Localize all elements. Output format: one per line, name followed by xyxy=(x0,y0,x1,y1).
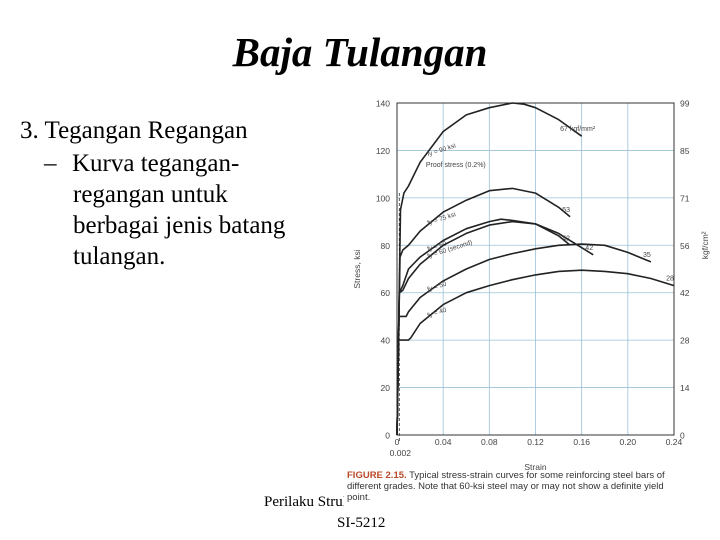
series-end-label: 42 xyxy=(562,235,570,242)
figure-caption: FIGURE 2.15. Typical stress-strain curve… xyxy=(347,470,667,503)
y-tick-label: 140 xyxy=(376,99,390,109)
slide-title: Baja Tulangan xyxy=(232,29,488,75)
y-tick-label: 60 xyxy=(381,288,391,298)
x-tick-label: 0.04 xyxy=(435,437,452,447)
y2-axis-label: kgf/cm² xyxy=(700,231,710,259)
y-tick-label: 80 xyxy=(381,241,391,251)
y2-tick-label: 42 xyxy=(680,288,690,298)
sub-line-4: tulangan. xyxy=(73,243,166,270)
y2-tick-label: 85 xyxy=(680,146,690,156)
y2-tick-label: 99 xyxy=(680,99,690,109)
series-line-1 xyxy=(396,102,583,436)
caption-text: Typical stress-strain curves for some re… xyxy=(347,470,665,503)
sub-line-2: regangan untuk xyxy=(73,181,228,208)
x-tick-label: 0.16 xyxy=(573,437,590,447)
footer-course-name: Perilaku Struktur xyxy=(264,494,344,510)
bullet-heading: 3. Tegangan Regangan xyxy=(20,117,248,144)
y-tick-label: 100 xyxy=(376,193,390,203)
x-tick-label: 0 xyxy=(395,437,400,447)
sub-line-1: Kurva tegangan- xyxy=(72,150,240,177)
y2-tick-label: 71 xyxy=(680,193,690,203)
series-line-5 xyxy=(396,243,652,436)
series-line-4 xyxy=(396,220,571,436)
y-tick-label: 0 xyxy=(385,431,390,441)
y2-tick-label: 14 xyxy=(680,383,690,393)
sub-bullet: – Kurva tegangan- regangan untuk berbagai… xyxy=(44,148,344,272)
series-end-label: 42 xyxy=(585,245,593,252)
caption-label: FIGURE 2.15. xyxy=(347,470,407,481)
series-end-label: 67 kgf/mm² xyxy=(560,126,596,133)
y-axis-label: Stress, ksi xyxy=(352,249,362,288)
series-end-label: 28 xyxy=(666,276,674,283)
y2-tick-label: 56 xyxy=(680,241,690,251)
y2-tick-label: 0 xyxy=(680,431,685,441)
series-line-6 xyxy=(396,269,675,436)
y2-tick-label: 28 xyxy=(680,336,690,346)
y-tick-label: 120 xyxy=(376,146,390,156)
plot-frame xyxy=(396,102,675,436)
series-line-3 xyxy=(396,218,594,436)
stress-strain-chart: 0 20 40 60 80 100 120 140 0 14 28 42 56 71 85 99 0 0.04 0.… xyxy=(352,99,710,473)
y-tick-label: 20 xyxy=(381,383,391,393)
footer-course-code: SI-5212 xyxy=(337,515,386,531)
x-tick-label-extra: 0.002 xyxy=(390,448,412,458)
annotation-label: Proof stress (0.2%) xyxy=(426,162,486,169)
x-tick-label: 0.20 xyxy=(620,437,637,447)
x-axis-label: Strain xyxy=(524,462,546,472)
series-line-2 xyxy=(396,187,571,436)
sub-line-3: berbagai jenis batang xyxy=(73,212,286,239)
x-tick-label: 0.24 xyxy=(666,437,683,447)
series-end-label: 35 xyxy=(643,252,651,259)
x-tick-label: 0.12 xyxy=(527,437,544,447)
dash-marker: – xyxy=(44,150,57,177)
stress-strain-figure: 0 20 40 60 80 100 120 140 0 14 28 42 56 71 85 99 0 0.04 0.… xyxy=(340,92,720,522)
series-end-label: 53 xyxy=(562,207,570,214)
x-tick-label: 0.08 xyxy=(481,437,498,447)
y-tick-label: 40 xyxy=(381,336,391,346)
